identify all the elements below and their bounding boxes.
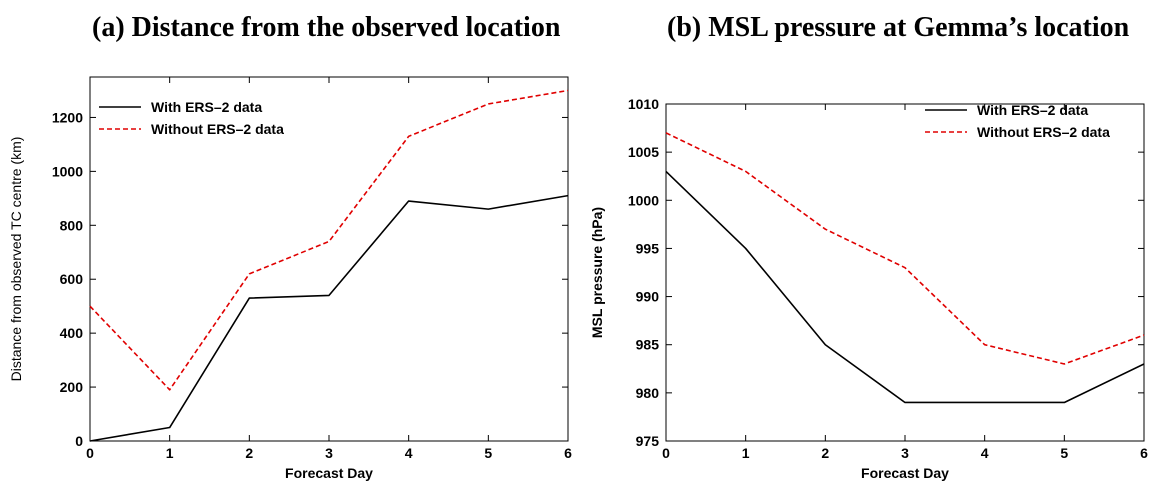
panel-b-y-tick-label: 1005 <box>628 144 659 160</box>
panel-a-legend: With ERS–2 data Without ERS–2 data <box>99 99 284 137</box>
panel-b-y-tick-label: 975 <box>636 433 660 449</box>
panel-a-y-tick-label: 200 <box>60 379 84 395</box>
panel-b-legend-label: Without ERS–2 data <box>977 124 1110 140</box>
panel-b-y-tick-label: 1000 <box>628 192 659 208</box>
panel-b-y-tick-label: 995 <box>636 240 660 256</box>
panel-a-x-tick-label: 6 <box>564 445 572 461</box>
panel-b-y-tick-label: 980 <box>636 385 660 401</box>
panel-a-y-tick-label: 800 <box>60 217 84 233</box>
panel-a-x-axis-label: Forecast Day <box>285 465 373 481</box>
panel-b-x-tick-label: 0 <box>662 445 670 461</box>
panel-a-x-tick-label: 0 <box>86 445 94 461</box>
panel-b-y-tick-label: 1010 <box>628 96 659 112</box>
panel-a-y-tick-label: 600 <box>60 271 84 287</box>
panel-a-x-tick-label: 4 <box>405 445 413 461</box>
panel-a-legend-label: With ERS–2 data <box>151 99 262 115</box>
panel-b-series-line-without-ers2 <box>665 132 1145 365</box>
panel-b-plot: 0 1 2 3 4 5 6 975 980 985 990 995 1000 1005 1010 Foreca… <box>589 96 1148 481</box>
panel-b-title: (b) MSL pressure at Gemma’s location <box>667 12 1130 43</box>
panel-a-series-line-with-ers2 <box>89 194 569 442</box>
panel-b-legend: With ERS–2 data Without ERS–2 data <box>925 102 1110 140</box>
panel-b-legend-label: With ERS–2 data <box>977 102 1088 118</box>
panel-a-plot: 0 1 2 3 4 5 6 0 200 400 600 800 1000 1200 Forecast Day… <box>8 76 572 481</box>
panel-b-x-tick-label: 2 <box>821 445 829 461</box>
panel-b-series-line-with-ers2 <box>665 170 1145 404</box>
panel-a-y-tick-label: 400 <box>60 325 84 341</box>
panel-b-x-tick-label: 6 <box>1140 445 1148 461</box>
panel-b-plot-frame <box>665 103 1145 442</box>
panel-a-y-tick-label: 1200 <box>52 109 83 125</box>
panel-b-x-tick-label: 4 <box>981 445 989 461</box>
panel-b-x-tick-label: 5 <box>1060 445 1068 461</box>
panel-a-x-tick-label: 5 <box>484 445 492 461</box>
panel-a-series-line-without-ers2 <box>89 89 569 391</box>
panel-a-legend-label: Without ERS–2 data <box>151 121 284 137</box>
panel-a-title: (a) Distance from the observed location <box>92 12 561 43</box>
panel-b-x-axis-label: Forecast Day <box>861 465 949 481</box>
panel-b-y-axis-label: MSL pressure (hPa) <box>589 207 605 338</box>
panel-a-x-tick-label: 3 <box>325 445 333 461</box>
panel-b-y-tick-label: 990 <box>636 289 660 305</box>
panel-a-y-tick-label: 1000 <box>52 163 83 179</box>
panel-b-x-tick-label: 3 <box>901 445 909 461</box>
panel-b-y-tick-label: 985 <box>636 337 660 353</box>
panel-a-x-tick-label: 1 <box>166 445 174 461</box>
panel-a-y-axis-label: Distance from observed TC centre (km) <box>8 137 24 382</box>
panel-b-x-tick-label: 1 <box>742 445 750 461</box>
panel-a-x-tick-label: 2 <box>245 445 253 461</box>
panel-a-y-tick-label: 0 <box>75 433 83 449</box>
